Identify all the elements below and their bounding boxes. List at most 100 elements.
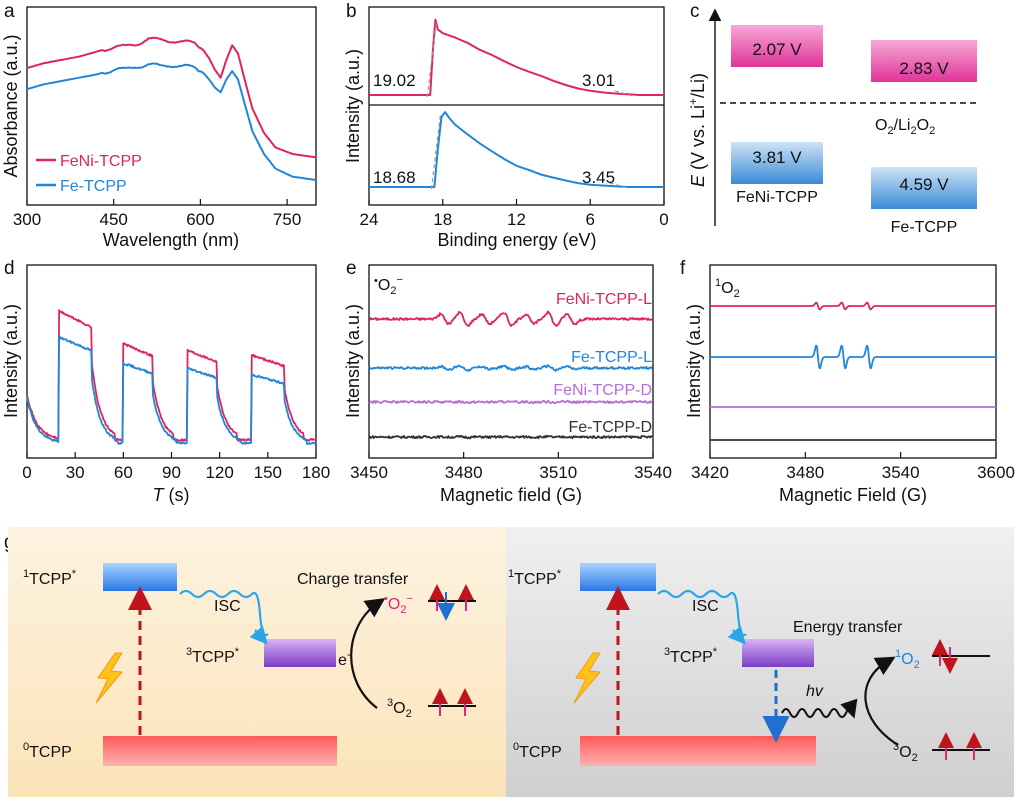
left-s0-label: 0TCPP — [23, 741, 72, 761]
x-tick-label: 450 — [100, 210, 128, 229]
ups-cutoff-guide — [426, 22, 437, 98]
panel-a-legend: FeNi-TCPP Fe-TCPP — [36, 153, 142, 195]
legend-fenitcpp: FeNi-TCPP — [60, 153, 142, 170]
panel-a-ylabel: Absorbance (a.u.) — [1, 34, 21, 177]
panel-e-frame — [368, 264, 654, 459]
x-tick-label: 120 — [205, 463, 233, 482]
cb-bar-fenitcpp — [731, 25, 823, 67]
right-triplet-o2-label: 3O2 — [893, 741, 918, 764]
panel-e-species: •O2− — [374, 274, 403, 297]
panel-c-ylabel-end: /Li) — [688, 73, 708, 98]
x-tick-label: 6 — [586, 210, 595, 229]
left-isc-wave — [179, 589, 269, 637]
ups-line-fenitcpp — [369, 18, 664, 96]
cb-bar-fetcpp — [871, 40, 977, 82]
right-s1-label: 1TCPP* — [508, 568, 562, 588]
cb-label-fenitcpp: 2.07 V — [752, 40, 802, 59]
panel-e-x-ticks: 3450 3480 3510 3540 — [350, 452, 672, 482]
right-s1-sup: 1 — [508, 568, 514, 580]
panel-a-x-ticks: 300 450 600 750 — [13, 199, 301, 229]
right-s0-text: TCPP — [519, 744, 562, 761]
left-s1-sup: 1 — [23, 568, 29, 580]
left-lightning-icon — [95, 652, 123, 704]
absorbance-line-fenitcpp — [26, 36, 317, 159]
panel-a-lines — [26, 36, 317, 181]
panel-d-ylabel: Intensity (a.u.) — [1, 304, 21, 418]
panel-g-scheme: g 1TCPP* 3TCPP* 0TCPP ISC e- Charge tran… — [4, 527, 1014, 797]
ups-edge-fetcpp: 3.45 — [582, 168, 615, 187]
panel-d-xlabel-unit: (s) — [164, 485, 190, 505]
right-t1-star: * — [713, 646, 718, 658]
x-tick-label: 24 — [360, 210, 379, 229]
ups-edge-guide — [614, 90, 634, 97]
right-t1-label: 3TCPP* — [664, 646, 718, 666]
left-s0-text: TCPP — [29, 744, 72, 761]
panel-c-ylabel: E (V vs. Li+/Li) — [686, 73, 708, 187]
epr-o2-line-feni-tcpp-d — [368, 399, 653, 405]
x-tick-label: 60 — [114, 463, 133, 482]
panel-b-ylabel: Intensity (a.u.) — [343, 49, 363, 163]
panel-b-lines — [369, 18, 664, 190]
x-tick-label: 90 — [162, 463, 181, 482]
vb-bar-fenitcpp — [731, 142, 823, 184]
panel-a-xlabel: Wavelength (nm) — [103, 230, 239, 250]
x-tick-label: 300 — [13, 210, 41, 229]
panel-e-xlabel: Magnetic field (G) — [440, 485, 582, 505]
ups-edge-guide — [609, 182, 628, 189]
right-s1-level — [580, 563, 656, 591]
e-label-fenitcpp-l: FeNi-TCPP-L — [556, 291, 652, 308]
absorbance-line-fetcpp — [26, 62, 317, 181]
panel-c-ylabel-sup: + — [686, 98, 700, 105]
x-tick-label: 3480 — [786, 463, 824, 482]
panel-e-epr-superoxide: e •O2− 3450 3480 3510 3540 FeNi-TCPP-L Fe-T… — [343, 258, 672, 505]
panel-label-e: e — [346, 258, 357, 279]
ups-edge-fenitcpp: 3.01 — [582, 71, 615, 90]
x-tick-label: 3540 — [634, 463, 672, 482]
left-t1-text: TCPP — [192, 649, 235, 666]
panel-d-x-ticks: 0 30 60 90 120 150 180 — [22, 452, 330, 482]
right-lightning-icon — [573, 652, 601, 704]
panel-c-ylabel-e: E — [688, 174, 708, 187]
panel-d-photocurrent: d 0 30 60 90 120 150 180 T (s) Intensity (a.u.… — [1, 258, 330, 505]
x-tick-label: 3540 — [882, 463, 920, 482]
panel-f-species: 1O2 — [715, 277, 740, 300]
right-s1-star: * — [557, 568, 562, 580]
panel-label-d: d — [4, 258, 15, 279]
x-tick-label: 12 — [507, 210, 526, 229]
panel-f-xlabel: Magnetic Field (G) — [779, 485, 927, 505]
panel-f-frame — [709, 264, 997, 459]
e-label-fetcpp-d: Fe-TCPP-D — [568, 419, 652, 436]
left-s1-level — [103, 563, 177, 591]
x-tick-label: 3420 — [691, 463, 729, 482]
panel-f-x-ticks: 3420 3480 3540 3600 — [691, 452, 1015, 482]
right-title: Energy transfer — [793, 619, 903, 636]
ups-line-fetcpp — [369, 111, 664, 188]
x-tick-label: 3510 — [539, 463, 577, 482]
left-triplet-o2-label: 3O2 — [387, 697, 412, 720]
panel-e-lines — [368, 310, 653, 440]
left-t1-sup: 3 — [186, 646, 192, 658]
e-label-fenitcpp-d: FeNi-TCPP-D — [553, 382, 652, 399]
e-label-fetcpp-l: Fe-TCPP-L — [571, 349, 652, 366]
panel-a-absorbance: a 300 450 600 750 Wavelength (nm) Absorbanc… — [1, 1, 317, 250]
left-electron-e: e — [338, 652, 347, 669]
left-s1-star: * — [72, 568, 77, 580]
left-s1-text: TCPP — [29, 571, 72, 588]
x-tick-label: 3450 — [350, 463, 388, 482]
scheme-charge-transfer: 1TCPP* 3TCPP* 0TCPP ISC e- Charge transf… — [23, 563, 476, 766]
x-tick-label: 3480 — [445, 463, 483, 482]
vb-label-fetcpp: 4.59 V — [899, 175, 949, 194]
panel-c-ylabel-mid: (V vs. Li — [688, 105, 708, 175]
epr-singlet-line-fe-tcpp-l — [709, 344, 997, 370]
panel-b-xlabel: Binding energy (eV) — [437, 230, 596, 250]
right-hv-label: hv — [806, 683, 824, 700]
panel-d-lines — [26, 309, 317, 445]
right-isc-arrowhead — [727, 625, 746, 645]
epr-singlet-line-feni-tcpp-l — [709, 301, 997, 311]
x-tick-label: 0 — [659, 210, 668, 229]
vb-bar-fetcpp — [871, 167, 977, 209]
panel-a-frame — [26, 6, 317, 206]
panel-d-xlabel: T (s) — [153, 485, 190, 505]
left-isc-label: ISC — [214, 598, 241, 615]
